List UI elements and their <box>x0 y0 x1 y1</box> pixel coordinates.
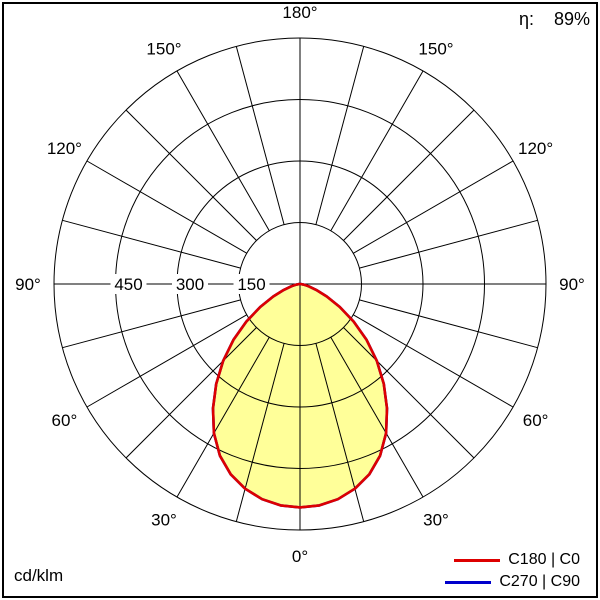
ring-label-bg-150 <box>233 274 270 294</box>
angle-label-180: 180° <box>282 3 317 22</box>
grid-ray-60 <box>353 314 514 408</box>
grid-ray-345 <box>235 343 285 522</box>
efficiency-symbol: η: <box>518 9 534 29</box>
angle-label-0: 0° <box>292 547 308 566</box>
legend-line-c270-c90-icon <box>445 580 492 584</box>
angle-label-90-left: 90° <box>15 275 41 294</box>
grid-ray-75 <box>359 299 538 349</box>
unit-label: cd/klm <box>14 566 64 585</box>
angle-label-30-right: 30° <box>423 511 449 530</box>
grid-ray-315 <box>125 327 257 459</box>
grid-ray-225 <box>125 109 257 241</box>
legend-label-c180-c0: C180 | C0 <box>508 551 580 568</box>
legend-line-c180-c0-icon <box>454 558 501 562</box>
grid-ray-285 <box>62 299 241 349</box>
grid-ray-15 <box>315 343 365 522</box>
grid-ray-30 <box>330 337 424 498</box>
grid-ray-135 <box>343 109 475 241</box>
grid-ray-330 <box>176 337 270 498</box>
grid-ray-195 <box>235 46 285 225</box>
angle-label-90-right: 90° <box>559 275 585 294</box>
ring-label-150: 150 <box>237 275 265 294</box>
ring-label-300: 300 <box>176 275 204 294</box>
grid-ray-45 <box>343 327 475 459</box>
legend-item-c180-c0: C180 | C0 <box>445 551 580 569</box>
grid-ray-210 <box>176 70 270 231</box>
legend-label-c270-c90: C270 | C90 <box>499 573 580 590</box>
angle-label-150-right: 150° <box>418 39 453 58</box>
angle-label-60-right: 60° <box>523 411 549 430</box>
efficiency-value: 89% <box>553 9 590 29</box>
grid-ray-240 <box>86 160 247 254</box>
ring-label-450: 450 <box>114 275 142 294</box>
grid-ray-165 <box>315 46 365 225</box>
angle-label-150-left: 150° <box>146 39 181 58</box>
legend: C180 | C0 C270 | C90 <box>445 551 580 591</box>
angle-label-60-left: 60° <box>52 411 78 430</box>
grid-ray-120 <box>353 160 514 254</box>
grid-ray-300 <box>86 314 247 408</box>
legend-item-c270-c90: C270 | C90 <box>445 573 580 591</box>
angle-label-30-left: 30° <box>151 511 177 530</box>
ring-label-bg-450 <box>110 274 147 294</box>
efficiency-readout: η: 89% <box>519 9 590 30</box>
angle-label-120-left: 120° <box>47 139 82 158</box>
grid-ray-105 <box>359 219 538 269</box>
ring-label-bg-300 <box>172 274 208 294</box>
curve-c180-c0 <box>211 282 389 509</box>
grid-ray-150 <box>330 70 424 231</box>
angle-label-120-right: 120° <box>518 139 553 158</box>
grid-ray-255 <box>62 219 241 269</box>
